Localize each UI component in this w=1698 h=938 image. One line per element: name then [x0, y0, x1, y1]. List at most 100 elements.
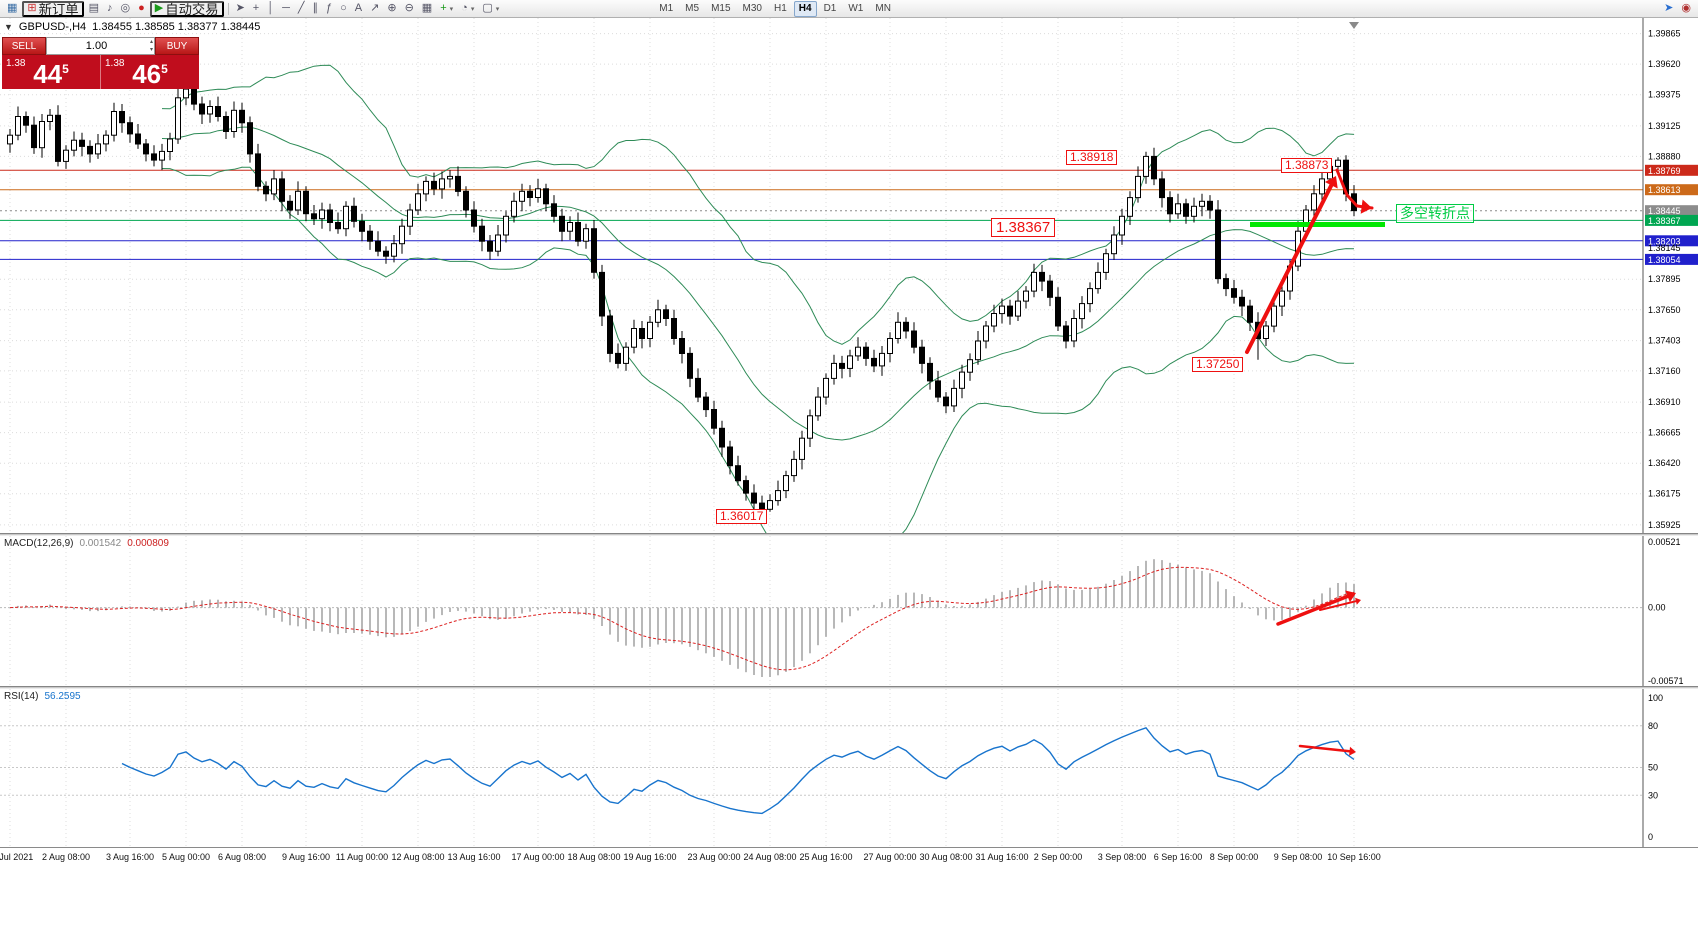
autotrading-play-icon: ▶	[154, 2, 164, 14]
drawn-arrow[interactable]	[1245, 183, 1334, 354]
community-icon[interactable]: ◎	[120, 2, 131, 14]
panel-splitter[interactable]	[0, 533, 1698, 536]
time-label: 11 Aug 00:00	[335, 852, 389, 862]
svg-text:50: 50	[1648, 763, 1658, 773]
macd-value-main: 0.001542	[79, 538, 122, 549]
main-chart-panel: 1.39865 1.39620 1.39375 1.39125 1.38880 1.378…	[0, 18, 1698, 533]
channel-icon[interactable]: ∥	[312, 2, 319, 14]
zoom-out-icon[interactable]: ⊖	[404, 2, 414, 14]
text-icon[interactable]: A	[354, 2, 363, 14]
fibonacci-icon[interactable]: ƒ	[326, 2, 333, 14]
time-label: 2 Sep 00:00	[1033, 852, 1083, 862]
timeframe-mn-button[interactable]: MN	[875, 3, 891, 14]
zoom-in-icon[interactable]: ⊕	[387, 2, 397, 14]
record-icon[interactable]: ●	[138, 2, 145, 14]
one-click-trading-panel: SELL ▴▾ BUY 1.38 44 5 1.38 46 5	[2, 37, 199, 89]
sell-button[interactable]: SELL	[2, 37, 46, 55]
auto-scroll-icon[interactable]: ➤	[1664, 2, 1674, 14]
volume-input[interactable]	[47, 38, 154, 54]
timeframe-m5-button[interactable]: M5	[685, 3, 700, 14]
price-annotation[interactable]: 1.37250	[1192, 357, 1244, 372]
chart-shift-icon[interactable]: ◉	[1681, 2, 1691, 14]
templates-icon[interactable]: ▢ ▾	[482, 2, 500, 14]
chart-shift-marker[interactable]	[1349, 22, 1359, 29]
price-annotation[interactable]: 1.36017	[716, 509, 768, 524]
time-label: 24 Aug 08:00	[743, 852, 797, 862]
new-order-icon: ⊞	[27, 2, 37, 14]
turning-point-annotation[interactable]: 多空转折点	[1396, 204, 1474, 223]
macd-chart[interactable]: 0.00521 0.00 -0.00571	[0, 536, 1698, 686]
volume-spinner[interactable]: ▴ ▾	[149, 39, 153, 53]
time-label: 30 Aug 08:00	[919, 852, 973, 862]
one-click-toggle-icon[interactable]: ▼	[4, 22, 13, 32]
ohlc-values: 1.38455 1.38585 1.38377 1.38445	[92, 21, 261, 33]
buy-price[interactable]: 1.38 46 5	[101, 55, 199, 89]
profiles-icon[interactable]: ▤	[88, 2, 100, 14]
price-annotation[interactable]: 1.38367	[991, 218, 1056, 237]
new-order-label: 新订单	[38, 2, 79, 17]
horizontal-line-icon[interactable]: ─	[282, 2, 290, 14]
toolbar-right-group: ➤ ◉	[1660, 1, 1695, 17]
candles	[7, 80, 1357, 514]
tile-windows-icon[interactable]: ▦	[421, 2, 433, 14]
sell-price[interactable]: 1.38 44 5	[2, 55, 101, 89]
svg-text:1.38880: 1.38880	[1648, 151, 1681, 161]
arrow-tools-icon[interactable]: ↗	[370, 2, 380, 14]
time-label: 12 Aug 08:00	[391, 852, 445, 862]
drawn-arrow[interactable]	[1276, 594, 1350, 626]
trade-prices-row: 1.38 44 5 1.38 46 5	[2, 55, 199, 89]
rsi-chart[interactable]: 100 80 50 30 0	[0, 689, 1698, 847]
rsi-panel: 100 80 50 30 0 RSI(14) 56.2595	[0, 689, 1698, 847]
time-label: 30 Jul 2021	[0, 852, 34, 862]
macd-panel: 0.00521 0.00 -0.00571 MACD(12,26,9) 0.0015…	[0, 536, 1698, 686]
indicators-icon[interactable]: + ▾	[440, 2, 454, 14]
periods-icon[interactable]: ◔ ▾	[461, 2, 475, 14]
time-label: 6 Sep 16:00	[1153, 852, 1203, 862]
new-chart-icon[interactable]: ▦	[7, 2, 18, 14]
timeframe-h4-button[interactable]: H4	[793, 0, 817, 17]
time-label: 6 Aug 08:00	[217, 852, 267, 862]
drawn-arrow[interactable]	[1298, 744, 1351, 753]
svg-text:1.38367: 1.38367	[1648, 216, 1681, 226]
svg-text:1.39375: 1.39375	[1648, 90, 1681, 100]
price-annotation[interactable]: 1.38918	[1066, 150, 1118, 165]
macd-histogram	[17, 559, 1355, 677]
time-label: 18 Aug 08:00	[567, 852, 621, 862]
shapes-icon[interactable]: ○	[340, 2, 347, 14]
panel-splitter[interactable]	[0, 686, 1698, 689]
time-axis[interactable]: 30 Jul 2021 2 Aug 08:00 3 Aug 16:00 5 Aug 0…	[0, 847, 1698, 867]
support-highlight-line[interactable]	[1250, 222, 1385, 227]
timeframe-m15-button[interactable]: M15	[711, 3, 731, 14]
buy-button[interactable]: BUY	[155, 37, 199, 55]
timeframe-h1-button[interactable]: H1	[773, 3, 787, 14]
svg-text:1.38203: 1.38203	[1648, 236, 1681, 246]
svg-text:1.37160: 1.37160	[1648, 366, 1681, 376]
trendline-icon[interactable]: ╱	[297, 2, 305, 14]
time-label: 3 Aug 16:00	[105, 852, 155, 862]
rsi-label: RSI(14) 56.2595	[4, 691, 81, 702]
autotrading-label: 自动交易	[165, 2, 219, 17]
svg-text:1.36175: 1.36175	[1648, 489, 1681, 499]
vertical-line-icon[interactable]: │	[267, 2, 275, 14]
price-annotation[interactable]: 1.38873	[1281, 158, 1333, 173]
autotrading-button[interactable]: ▶ 自动交易	[149, 0, 224, 17]
macd-name: MACD(12,26,9)	[4, 538, 74, 549]
drawn-arrow[interactable]	[1319, 600, 1357, 611]
toolbar-timeframes-group: M1 M5 M15 M30 H1 H4 D1 W1 MN	[653, 0, 897, 17]
new-order-button[interactable]: ⊞ 新订单	[22, 0, 84, 17]
timeframe-d1-button[interactable]: D1	[823, 3, 837, 14]
cursor-icon[interactable]: ➤	[235, 2, 245, 14]
timeframe-m30-button[interactable]: M30	[742, 3, 762, 14]
svg-text:100: 100	[1648, 693, 1663, 703]
main-chart[interactable]: 1.39865 1.39620 1.39375 1.39125 1.38880 1.378…	[0, 18, 1698, 533]
chart-grid	[9, 536, 1355, 686]
alert-sound-icon[interactable]: ♪	[107, 2, 113, 14]
svg-text:1.36420: 1.36420	[1648, 458, 1681, 468]
svg-text:1.38145: 1.38145	[1648, 243, 1681, 253]
timeframe-m1-button[interactable]: M1	[659, 3, 674, 14]
sell-price-big: 44	[33, 59, 63, 89]
svg-text:1.36910: 1.36910	[1648, 397, 1681, 407]
price-axis[interactable]: 1.39865 1.39620 1.39375 1.39125 1.38880 1.378…	[1642, 18, 1698, 533]
crosshair-icon[interactable]: +	[252, 2, 260, 14]
timeframe-w1-button[interactable]: W1	[848, 3, 864, 14]
